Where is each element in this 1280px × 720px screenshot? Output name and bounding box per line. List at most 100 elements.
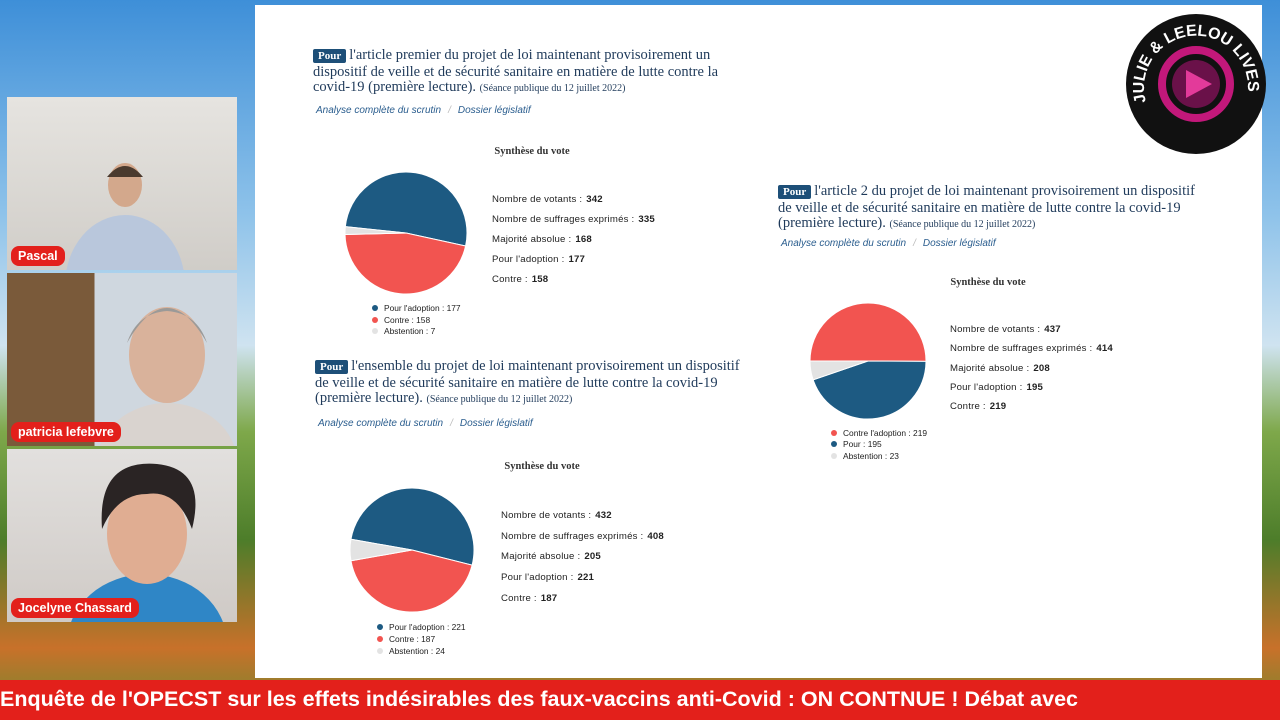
legend-dot — [377, 624, 383, 630]
pie-slice — [809, 360, 869, 381]
stat-label: Majorité absolue : — [950, 362, 1030, 374]
legend-value: 24 — [435, 646, 445, 656]
stat-label: Contre : — [950, 401, 986, 413]
legend-value: 158 — [416, 314, 431, 325]
legend-dot — [831, 452, 837, 459]
link[interactable]: Dossier législatif — [457, 105, 531, 116]
participant-name: Jocelyne Chassard — [11, 598, 139, 618]
stat-label: Nombre de suffrages exprimés : — [950, 343, 1093, 355]
link[interactable]: Analyse complète du scrutin — [316, 105, 442, 116]
vote-title: Pour l'article 2 du projet de loi mainten… — [778, 183, 1208, 233]
legend-label: Abstention : — [384, 326, 429, 336]
pie-slice — [344, 226, 407, 235]
stat-value: 168 — [575, 234, 592, 245]
pie-slice — [344, 232, 467, 295]
legend-dot — [831, 430, 837, 436]
stat: Contre :187 — [501, 593, 557, 604]
stat: Nombre de votants :432 — [501, 510, 612, 521]
legend-value: 187 — [421, 634, 436, 644]
legend-item: Pour : 195 — [831, 439, 882, 449]
stat-label: Contre : — [492, 274, 528, 285]
stat: Contre :158 — [492, 274, 548, 285]
pie-slice — [809, 302, 927, 362]
links: Analyse complète du scrutin / Dossier légi… — [781, 238, 996, 249]
title-text: l'article premier du projet de loi maint… — [313, 47, 719, 95]
video — [71, 463, 223, 622]
separator: / — [913, 238, 916, 249]
link[interactable]: Analyse complète du scrutin — [318, 418, 444, 429]
title-text: l'article 2 du projet de loi maintenant … — [778, 183, 1195, 231]
legend-item: Abstention : 7 — [372, 326, 435, 336]
document: Pour l'article premier du projet de loi m… — [255, 5, 1262, 678]
stat-value: 195 — [1026, 381, 1044, 393]
link[interactable]: Dossier législatif — [922, 238, 996, 249]
legend-item: Contre l'adoption : 219 — [831, 428, 927, 438]
legend-dot — [377, 636, 383, 642]
legend-label: Abstention : — [389, 646, 434, 656]
legend-label: Contre l'adoption : — [843, 428, 911, 438]
stat-label: Pour l'adoption : — [950, 381, 1023, 393]
stat: Pour l'adoption :221 — [501, 572, 594, 583]
stat-label: Pour l'adoption : — [501, 572, 574, 584]
stat-label: Nombre de suffrages exprimés : — [501, 530, 644, 542]
legend-value: 7 — [430, 326, 436, 336]
links: Analyse complète du scrutin / Dossier légi… — [316, 105, 531, 116]
stat-value: 177 — [568, 254, 586, 265]
legend-item: Pour l'adoption : 177 — [372, 303, 461, 313]
badge: Pour — [313, 49, 347, 63]
link[interactable]: Analyse complète du scrutin — [781, 238, 907, 249]
links: Analyse complète du scrutin / Dossier légi… — [318, 418, 533, 429]
stat: Majorité absolue :205 — [501, 551, 601, 562]
badge: Pour — [778, 185, 812, 199]
stat-value: 335 — [638, 214, 655, 225]
separator: / — [448, 105, 451, 116]
legend-dot — [372, 316, 378, 323]
stat-value: 208 — [1033, 362, 1050, 374]
link[interactable]: Dossier législatif — [459, 418, 533, 429]
legend-dot — [372, 328, 378, 334]
legend-dot — [372, 305, 378, 311]
stat: Nombre de suffrages exprimés :335 — [492, 214, 655, 225]
legend-label: Contre : — [389, 634, 419, 644]
stat-value: 414 — [1096, 343, 1113, 355]
synthesis: Synthèse du vote — [950, 277, 1026, 288]
participant-name: patricia lefebvre — [11, 422, 121, 442]
stat-label: Nombre de suffrages exprimés : — [492, 214, 635, 225]
stat-value: 437 — [1044, 324, 1061, 335]
pie-slice — [350, 487, 475, 566]
stat: Nombre de suffrages exprimés :414 — [950, 343, 1113, 354]
session: (Séance publique du 12 juillet 2022) — [889, 219, 1036, 230]
pie — [349, 487, 475, 613]
logo: JULIE & LEELOU LIVES — [1126, 14, 1266, 154]
separator: / — [450, 418, 453, 429]
stat-value: 187 — [540, 592, 558, 604]
legend-item: Abstention : 24 — [377, 646, 445, 656]
legend-label: Pour : — [843, 439, 866, 450]
stat-label: Pour l'adoption : — [492, 254, 565, 265]
legend-item: Contre : 187 — [377, 634, 435, 644]
stat-value: 408 — [647, 530, 664, 542]
stat-value: 219 — [989, 401, 1007, 413]
legend-value: 177 — [446, 303, 461, 313]
participant-name: Pascal — [11, 246, 65, 266]
vote-title: Pour l'article premier du projet de loi m… — [313, 47, 743, 97]
webcam: Pascal — [7, 97, 237, 270]
stat: Contre :219 — [950, 401, 1006, 412]
legend-item: Pour l'adoption : 221 — [377, 622, 466, 632]
pie-slice — [812, 360, 927, 420]
pie-slice — [349, 538, 413, 562]
stat-value: 158 — [531, 274, 549, 285]
legend-dot — [831, 441, 837, 448]
session: (Séance publique du 12 juillet 2022) — [426, 394, 573, 405]
pie-slice — [344, 171, 468, 247]
vote-title: Pour l'ensemble du projet de loi maintena… — [315, 358, 755, 408]
legend-item: Abstention : 23 — [831, 451, 899, 461]
synthesis: Synthèse du vote — [494, 146, 570, 157]
stat: Pour l'adoption :177 — [492, 254, 585, 265]
legend-value: 221 — [451, 622, 466, 632]
legend-value: 195 — [867, 439, 882, 450]
legend-item: Contre : 158 — [372, 315, 430, 325]
stat: Nombre de votants :342 — [492, 194, 603, 205]
stat-label: Majorité absolue : — [492, 234, 572, 245]
ticker: Enquête de l'OPECST sur les effets indés… — [0, 680, 1280, 720]
